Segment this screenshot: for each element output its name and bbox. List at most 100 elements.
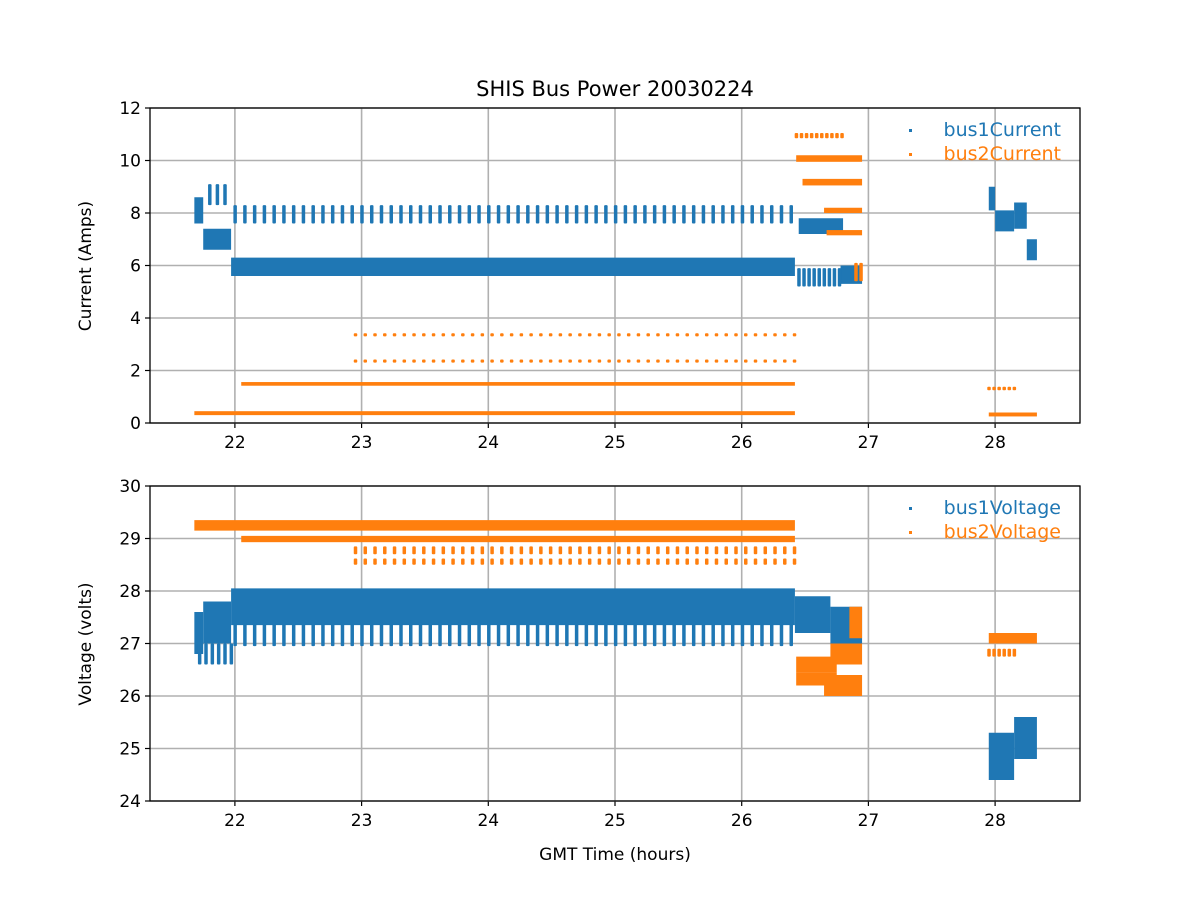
data-point-cluster bbox=[392, 546, 397, 555]
data-point-cluster bbox=[487, 622, 491, 647]
data-point-cluster bbox=[441, 558, 446, 565]
y-tick-label: 12 bbox=[119, 99, 141, 119]
data-point-cluster bbox=[665, 359, 670, 363]
data-point-cluster bbox=[711, 205, 715, 224]
data-point-cluster bbox=[859, 262, 863, 282]
data-point-cluster bbox=[685, 546, 689, 555]
data-point-cluster bbox=[594, 622, 598, 647]
x-tick-label: 26 bbox=[731, 811, 753, 831]
data-point-cluster bbox=[229, 643, 234, 665]
data-point-cluster bbox=[672, 622, 676, 647]
data-point-cluster bbox=[646, 558, 650, 565]
data-point-cluster bbox=[301, 205, 306, 224]
data-point-cluster bbox=[363, 558, 368, 565]
data-band bbox=[840, 265, 863, 284]
data-band bbox=[241, 535, 795, 543]
data-point-cluster bbox=[744, 333, 748, 337]
x-tick-label: 28 bbox=[984, 811, 1006, 831]
legend-label-bus1Current: bus1Current bbox=[944, 119, 1061, 141]
data-point-cluster bbox=[565, 205, 569, 224]
data-point-cluster bbox=[636, 546, 641, 555]
data-point-cluster bbox=[773, 333, 777, 337]
data-point-cluster bbox=[526, 622, 530, 647]
data-point-cluster bbox=[330, 622, 335, 647]
data-point-cluster bbox=[587, 558, 592, 565]
data-point-cluster bbox=[529, 359, 533, 363]
data-point-cluster bbox=[744, 546, 748, 555]
data-point-cluster bbox=[665, 546, 670, 555]
data-point-cluster bbox=[773, 546, 777, 555]
data-point-cluster bbox=[809, 132, 814, 139]
data-point-cluster bbox=[412, 558, 416, 565]
data-point-cluster bbox=[695, 558, 699, 565]
data-band bbox=[231, 257, 795, 276]
data-point-cluster bbox=[379, 205, 384, 224]
data-point-cluster bbox=[422, 359, 426, 363]
data-point-cluster bbox=[360, 622, 364, 647]
data-point-cluster bbox=[675, 546, 680, 555]
data-point-cluster bbox=[987, 386, 991, 391]
data-point-cluster bbox=[646, 359, 650, 363]
data-point-cluster bbox=[656, 359, 660, 363]
data-point-cluster bbox=[350, 205, 354, 224]
data-point-cluster bbox=[594, 205, 598, 224]
data-point-cluster bbox=[672, 205, 676, 224]
data-point-cluster bbox=[215, 184, 220, 206]
data-point-cluster bbox=[409, 622, 413, 647]
data-point-cluster bbox=[223, 184, 227, 206]
data-point-cluster bbox=[587, 333, 592, 337]
data-point-cluster bbox=[208, 184, 212, 206]
data-point-cluster bbox=[506, 622, 511, 647]
data-band bbox=[241, 382, 795, 386]
data-point-cluster bbox=[753, 359, 758, 363]
data-point-cluster bbox=[617, 333, 621, 337]
data-point-cluster bbox=[773, 359, 777, 363]
data-point-cluster bbox=[656, 546, 660, 555]
data-band bbox=[1026, 239, 1037, 261]
data-point-cluster bbox=[633, 205, 637, 224]
y-tick-label: 24 bbox=[119, 792, 141, 812]
data-point-cluster bbox=[783, 558, 787, 565]
data-point-cluster bbox=[451, 558, 455, 565]
data-point-cluster bbox=[418, 205, 423, 224]
data-point-cluster bbox=[763, 558, 768, 565]
y-tick-label: 2 bbox=[130, 362, 141, 382]
data-point-cluster bbox=[1007, 386, 1012, 391]
data-point-cluster bbox=[548, 333, 553, 337]
data-point-cluster bbox=[789, 205, 793, 224]
data-point-cluster bbox=[792, 558, 797, 565]
y-tick-label: 4 bbox=[130, 309, 141, 329]
data-point-cluster bbox=[252, 205, 257, 224]
series-bus1Voltage bbox=[194, 588, 1037, 780]
data-point-cluster bbox=[804, 132, 809, 139]
series-bus1Current bbox=[194, 184, 1037, 287]
data-point-cluster bbox=[363, 546, 368, 555]
voltage-y-label: Voltage (volts) bbox=[76, 582, 96, 705]
data-point-cluster bbox=[623, 205, 628, 224]
data-point-cluster bbox=[753, 546, 758, 555]
data-point-cluster bbox=[604, 622, 608, 647]
data-point-cluster bbox=[262, 205, 267, 224]
data-point-cluster bbox=[763, 546, 768, 555]
data-point-cluster bbox=[506, 205, 511, 224]
legend-marker-bus1Current bbox=[909, 129, 912, 132]
x-tick-label: 22 bbox=[224, 433, 246, 453]
data-point-cluster bbox=[691, 622, 696, 647]
data-point-cluster bbox=[383, 558, 387, 565]
y-tick-label: 6 bbox=[130, 257, 141, 277]
data-point-cluster bbox=[412, 359, 416, 363]
y-tick-label: 8 bbox=[130, 204, 141, 224]
data-point-cluster bbox=[438, 205, 442, 224]
data-point-cluster bbox=[992, 648, 996, 657]
data-point-cluster bbox=[565, 622, 569, 647]
data-point-cluster bbox=[750, 205, 754, 224]
data-point-cluster bbox=[753, 558, 758, 565]
data-point-cluster bbox=[987, 648, 991, 657]
data-point-cluster bbox=[321, 205, 325, 224]
data-point-cluster bbox=[412, 546, 416, 555]
legend-marker-bus2Current bbox=[909, 153, 912, 156]
current-axes: 22 23 24 25 26 27 28024681012bus1Currentbus2Cu… bbox=[119, 99, 1081, 453]
current-y-label: Current (Amps) bbox=[76, 201, 96, 331]
data-point-cluster bbox=[548, 546, 553, 555]
data-point-cluster bbox=[470, 546, 475, 555]
